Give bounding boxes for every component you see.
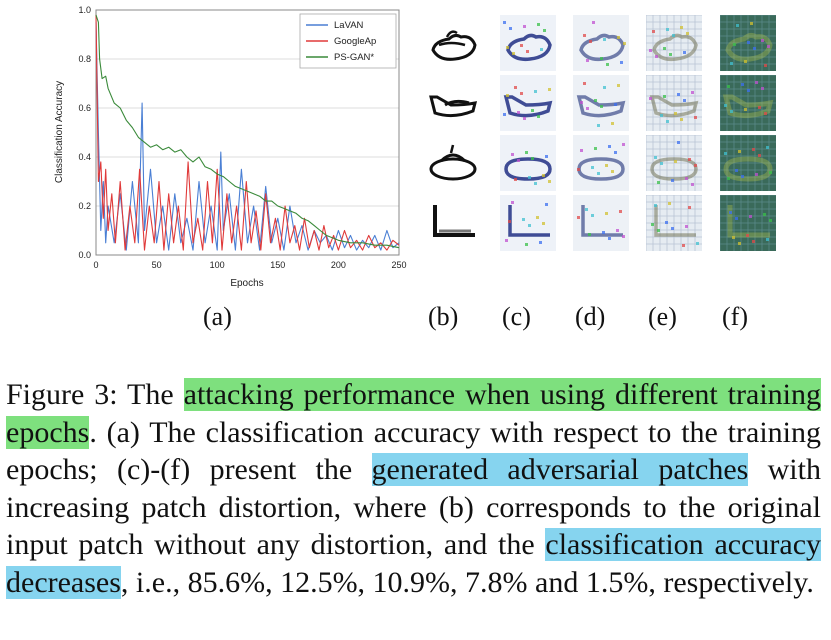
sublabel-f: (f) — [722, 302, 748, 331]
series-line-googleap — [95, 14, 400, 251]
accuracy-chart: 0.0 0.2 0.4 0.6 0.8 1.0 0 50 100 150 200 250 Classi… — [54, 5, 407, 289]
y-tick-label: 0.6 — [78, 103, 91, 113]
adversarial-patch-r4-c1 — [500, 195, 556, 251]
x-tick-label: 0 — [93, 260, 98, 270]
sublabel-e: (e) — [648, 302, 677, 331]
caption-text-3: with increasing patch distortion, where … — [6, 453, 821, 561]
y-tick-label: 0.8 — [78, 54, 91, 64]
adversarial-patch-r4-c4 — [720, 195, 776, 251]
y-axis-label: Classification Accuracy — [54, 81, 65, 183]
adversarial-patch-r1-c3 — [646, 15, 702, 71]
adversarial-patch-r4-c3 — [646, 195, 702, 251]
series-line-ps-gan- — [95, 14, 400, 249]
adversarial-patch-r4-c2 — [573, 195, 629, 251]
sublabel-d: (d) — [575, 302, 606, 331]
patch-image-grid — [0, 0, 831, 300]
adversarial-patch-r2-c1 — [500, 75, 556, 131]
original-patch-row4 — [425, 195, 481, 251]
x-tick-label: 100 — [210, 260, 225, 270]
sublabel-a: (a) — [203, 302, 232, 331]
x-tick-label: 200 — [331, 260, 346, 270]
series-line-lavan — [95, 22, 400, 251]
caption-text-4: , i.e., 85.6%, 12.5%, 10.9%, 7.8% and 1.… — [120, 565, 814, 599]
adversarial-patch-r1-c1 — [500, 15, 556, 71]
chart-ticks: 0.0 0.2 0.4 0.6 0.8 1.0 0 50 100 150 200 250 — [78, 5, 406, 270]
legend-label-lavan: LaVAN — [334, 20, 364, 31]
adversarial-patch-r2-c4 — [720, 75, 776, 131]
x-tick-label: 250 — [391, 260, 406, 270]
caption-text-1: Figure 3: The — [6, 378, 184, 411]
legend-label-psgan: PS-GAN* — [334, 52, 374, 63]
adversarial-patch-r1-c2 — [573, 15, 629, 71]
adversarial-patch-r3-c2 — [573, 135, 629, 191]
sublabel-c: (c) — [502, 302, 531, 331]
y-tick-label: 1.0 — [78, 5, 91, 15]
y-tick-label: 0.0 — [78, 250, 91, 260]
caption-text-2: . (a) The classification accuracy with r… — [6, 415, 821, 487]
original-patch-row2 — [425, 75, 481, 131]
plot-frame — [95, 9, 400, 256]
y-tick-label: 0.2 — [78, 201, 91, 211]
sublabel-b: (b) — [428, 302, 459, 331]
adversarial-patch-r1-c4 — [720, 15, 776, 71]
caption-highlight-2: generated adversarial patches — [371, 453, 749, 486]
original-patch-row1 — [425, 15, 481, 71]
adversarial-patch-r3-c3 — [646, 135, 702, 191]
adversarial-patch-r2-c3 — [646, 75, 702, 131]
y-tick-label: 0.4 — [78, 152, 91, 162]
x-axis-label: Epochs — [230, 278, 263, 289]
figure-caption: Figure 3: The attacking performance when… — [6, 376, 822, 601]
original-patch-row3 — [425, 135, 481, 191]
adversarial-patch-r3-c1 — [500, 135, 556, 191]
x-tick-label: 150 — [270, 260, 285, 270]
legend-label-googleap: GoogleAp — [334, 36, 376, 47]
adversarial-patch-r3-c4 — [720, 135, 776, 191]
chart-legend: LaVAN GoogleAp PS-GAN* — [299, 13, 397, 69]
adversarial-patch-r2-c2 — [573, 75, 629, 131]
x-tick-label: 50 — [152, 260, 162, 270]
chart-lines — [95, 14, 400, 251]
